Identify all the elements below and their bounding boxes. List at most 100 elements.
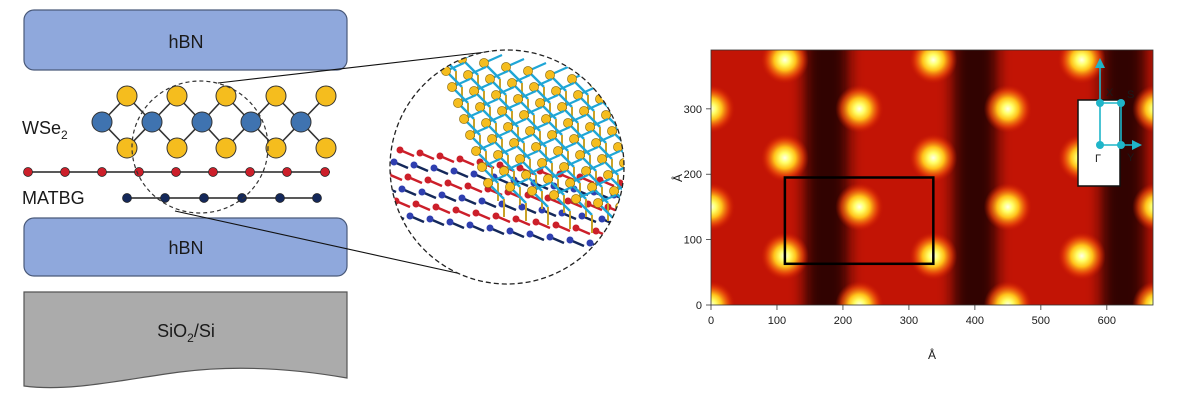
lattice-carbon	[424, 176, 432, 184]
lattice-carbon	[406, 212, 414, 220]
lattice-zoom	[373, 49, 658, 285]
lattice-carbon	[651, 198, 658, 205]
bright-spot	[835, 281, 884, 305]
lattice-se-atom	[523, 66, 533, 76]
lattice-carbon	[390, 209, 394, 217]
lattice-carbon	[379, 183, 386, 190]
se-atom	[315, 137, 337, 159]
se-atom	[116, 85, 138, 107]
w-atom	[290, 111, 312, 133]
hbn-bottom-label: hBN	[168, 238, 203, 258]
bright-spot	[1132, 183, 1153, 231]
lattice-se-atom	[447, 82, 457, 92]
bright-spot	[835, 182, 884, 231]
graphene-top-atom	[208, 167, 218, 177]
lattice-carbon	[373, 195, 380, 202]
lattice-se-atom	[537, 158, 547, 168]
lattice-carbon	[639, 222, 646, 229]
y-tick-label: 100	[684, 235, 702, 247]
lattice-carbon	[552, 221, 560, 229]
x-axis-label: Å	[928, 347, 936, 362]
wse2-layer	[91, 85, 337, 159]
lattice-se-atom	[463, 70, 473, 80]
lattice-se-atom	[565, 178, 575, 188]
lattice-se-atom	[477, 162, 487, 172]
lattice-carbon	[492, 212, 500, 220]
lattice-se-atom	[471, 146, 481, 156]
lattice-carbon	[396, 146, 404, 154]
lattice-se-atom	[475, 102, 485, 112]
y-axis: 0 100 200 300	[684, 104, 711, 312]
brillouin-inset: X S Γ Y	[1077, 58, 1142, 187]
lattice-se-atom	[479, 58, 489, 68]
lattice-carbon	[438, 191, 446, 199]
lattice-se-atom	[535, 98, 545, 108]
lattice-se-atom	[545, 70, 555, 80]
lattice-carbon	[444, 179, 452, 187]
bright-spot	[1132, 281, 1153, 305]
lattice-se-atom	[581, 166, 591, 176]
x-tick-label: 400	[966, 315, 984, 327]
substrate-layer	[23, 291, 348, 389]
lattice-se-atom	[551, 86, 561, 96]
lattice-carbon	[566, 236, 574, 244]
graphene-top-atom	[23, 167, 33, 177]
bright-spot	[711, 182, 735, 231]
lattice-se-atom	[579, 106, 589, 116]
graphene-top-atom	[320, 167, 330, 177]
lattice-carbon	[430, 164, 438, 172]
lattice-se-atom	[453, 98, 463, 108]
hbn-bottom-layer	[23, 217, 348, 277]
lattice-carbon	[512, 215, 520, 223]
bright-spot	[1132, 85, 1153, 133]
lattice-carbon	[418, 188, 426, 196]
lattice-se-atom	[593, 198, 603, 208]
bright-spot	[1057, 231, 1106, 280]
bright-spot	[1057, 50, 1106, 84]
lattice-carbon	[625, 207, 632, 214]
bright-spot	[760, 50, 809, 84]
lattice-carbon	[456, 155, 464, 163]
lattice-se-atom	[585, 122, 595, 132]
lattice-carbon	[598, 215, 606, 223]
lattice-carbon	[645, 210, 652, 217]
lattice-se-atom	[617, 98, 624, 108]
lattice-se-atom	[573, 90, 583, 100]
w-atom	[141, 111, 163, 133]
lattice-carbon	[546, 233, 554, 241]
graphene-top-atom	[60, 167, 70, 177]
x-tick-label: 0	[708, 315, 714, 327]
lattice-carbon	[526, 230, 534, 238]
inset-label-gamma: Γ	[1095, 153, 1101, 165]
lattice-se-atom	[629, 130, 638, 139]
graphene-bottom-atom	[160, 193, 170, 203]
lattice-se-atom	[541, 114, 551, 124]
lattice-carbon	[478, 197, 486, 205]
x-tick-label: 600	[1098, 315, 1116, 327]
lattice-se-atom	[483, 178, 493, 188]
lattice-carbon	[470, 170, 478, 178]
lattice-carbon	[426, 215, 434, 223]
lattice-carbon	[592, 227, 600, 235]
zoom-region-outline	[131, 80, 269, 214]
lattice-se-atom	[493, 150, 503, 160]
lattice-se-atom	[641, 162, 650, 171]
lattice-se-atom	[509, 138, 519, 148]
x-tick-label: 100	[768, 315, 786, 327]
lattice-carbon	[538, 206, 546, 214]
lattice-se-atom	[525, 126, 535, 136]
bright-spot	[909, 133, 958, 182]
lattice-carbon	[612, 230, 620, 238]
lattice-se-atom	[485, 74, 495, 84]
lattice-se-atom	[549, 190, 559, 200]
graphene-bottom-atom	[122, 193, 132, 203]
lattice-carbon	[452, 206, 460, 214]
lattice-carbon	[432, 203, 440, 211]
lattice-carbon	[404, 173, 412, 181]
bright-spot	[760, 133, 809, 182]
lattice-carbon	[466, 221, 474, 229]
se-atom	[265, 85, 287, 107]
substrate-label: SiO2/Si	[157, 321, 215, 345]
bright-spot	[835, 84, 884, 133]
